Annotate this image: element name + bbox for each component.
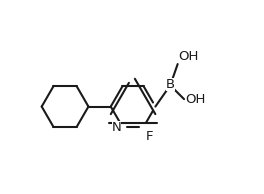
Text: OH: OH <box>185 93 205 106</box>
Text: OH: OH <box>179 50 199 63</box>
Text: N: N <box>112 121 121 134</box>
Text: F: F <box>146 130 154 143</box>
Text: B: B <box>166 78 175 91</box>
